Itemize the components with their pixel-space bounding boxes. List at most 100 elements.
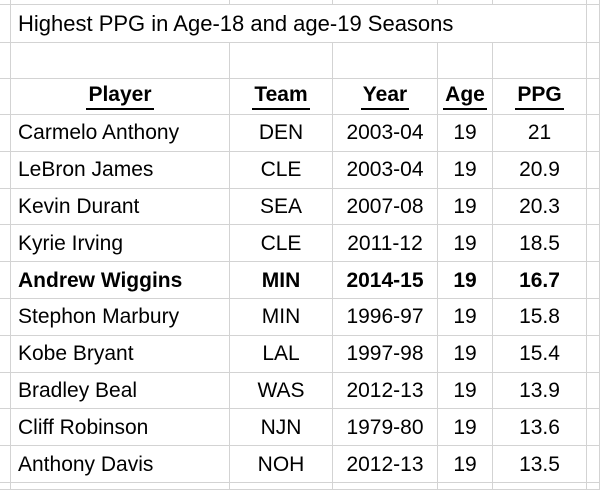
player-cell[interactable]: Stephon Marbury (11, 298, 230, 336)
ppg-cell[interactable]: 15.8 (493, 298, 587, 336)
player-cell[interactable]: Anthony Davis (11, 446, 230, 483)
grid-cell (0, 372, 11, 410)
team-cell[interactable]: LAL (230, 335, 333, 373)
team-abbreviation: SEA (259, 194, 303, 218)
ppg-cell[interactable]: 18.5 (493, 225, 587, 263)
season-year: 2014-15 (346, 268, 424, 292)
team-abbreviation: CLE (260, 231, 302, 255)
grid-cell (230, 43, 333, 79)
age-cell[interactable]: 19 (438, 188, 493, 226)
ppg-cell[interactable]: 20.3 (493, 188, 587, 226)
page-title: Highest PPG in Age-18 and age-19 Seasons (18, 10, 454, 36)
grid-cell (587, 79, 600, 115)
team-cell[interactable]: SEA (230, 188, 333, 226)
grid-cell (587, 409, 600, 447)
grid-cell (0, 298, 11, 336)
grid-cell (587, 188, 600, 226)
grid-cell (438, 43, 493, 79)
player-cell[interactable]: Kyrie Irving (11, 225, 230, 263)
age-cell[interactable]: 19 (438, 225, 493, 263)
ppg-value: 18.5 (519, 231, 560, 255)
player-cell[interactable]: Cliff Robinson (11, 409, 230, 447)
year-cell[interactable]: 2012-13 (333, 446, 438, 483)
grid-cell (587, 115, 600, 152)
year-cell[interactable]: 2003-04 (333, 115, 438, 152)
player-name: Kyrie Irving (18, 231, 124, 255)
age-cell[interactable]: 19 (438, 115, 493, 152)
year-cell[interactable]: 1979-80 (333, 409, 438, 447)
team-abbreviation: WAS (257, 378, 305, 402)
header-cell-age[interactable]: Age (438, 79, 493, 115)
year-cell[interactable]: 2003-04 (333, 151, 438, 189)
player-cell[interactable]: Kobe Bryant (11, 335, 230, 373)
grid-cell (0, 409, 11, 447)
grid-cell (0, 225, 11, 263)
header-cell-team[interactable]: Team (230, 79, 333, 115)
ppg-value: 21 (527, 121, 552, 145)
age-value: 19 (453, 305, 477, 329)
ppg-cell[interactable]: 13.6 (493, 409, 587, 447)
age-cell[interactable]: 19 (438, 151, 493, 189)
ppg-value: 15.8 (519, 305, 560, 329)
ppg-value: 13.5 (519, 452, 560, 476)
grid-cell (493, 482, 587, 490)
player-name: Kevin Durant (18, 194, 140, 218)
team-cell[interactable]: WAS (230, 372, 333, 410)
header-cell-player[interactable]: Player (11, 79, 230, 115)
team-cell[interactable]: CLE (230, 151, 333, 189)
grid-cell (587, 225, 600, 263)
ppg-cell[interactable]: 13.5 (493, 446, 587, 483)
age-cell[interactable]: 19 (438, 446, 493, 483)
grid-cell (0, 262, 11, 299)
grid-cell (230, 0, 333, 5)
age-cell[interactable]: 19 (438, 298, 493, 336)
grid-cell (587, 335, 600, 373)
ppg-value: 15.4 (519, 342, 560, 366)
player-cell[interactable]: Andrew Wiggins (11, 262, 230, 299)
age-cell[interactable]: 19 (438, 372, 493, 410)
player-name: Carmelo Anthony (18, 121, 180, 145)
age-value: 19 (453, 121, 477, 145)
season-year: 1979-80 (346, 415, 424, 439)
player-cell[interactable]: Kevin Durant (11, 188, 230, 226)
column-header-ppg: PPG (515, 84, 564, 110)
ppg-cell[interactable]: 15.4 (493, 335, 587, 373)
team-cell[interactable]: MIN (230, 262, 333, 299)
ppg-value: 20.3 (519, 194, 560, 218)
team-abbreviation: DEN (258, 121, 304, 145)
ppg-cell[interactable]: 20.9 (493, 151, 587, 189)
age-value: 19 (453, 268, 477, 292)
year-cell[interactable]: 2007-08 (333, 188, 438, 226)
grid-cell (587, 43, 600, 79)
ppg-cell[interactable]: 13.9 (493, 372, 587, 410)
year-cell[interactable]: 1997-98 (333, 335, 438, 373)
age-value: 19 (453, 342, 477, 366)
column-header-team: Team (252, 84, 310, 110)
grid-cell (438, 482, 493, 490)
age-cell[interactable]: 19 (438, 262, 493, 299)
player-cell[interactable]: LeBron James (11, 151, 230, 189)
season-year: 2003-04 (346, 121, 424, 145)
age-value: 19 (453, 415, 477, 439)
player-cell[interactable]: Bradley Beal (11, 372, 230, 410)
year-cell[interactable]: 1996-97 (333, 298, 438, 336)
team-cell[interactable]: NJN (230, 409, 333, 447)
ppg-cell[interactable]: 21 (493, 115, 587, 152)
team-cell[interactable]: DEN (230, 115, 333, 152)
age-value: 19 (453, 452, 477, 476)
year-cell[interactable]: 2012-13 (333, 372, 438, 410)
grid-cell (493, 0, 587, 5)
team-cell[interactable]: NOH (230, 446, 333, 483)
age-cell[interactable]: 19 (438, 409, 493, 447)
age-cell[interactable]: 19 (438, 335, 493, 373)
team-cell[interactable]: MIN (230, 298, 333, 336)
year-cell[interactable]: 2014-15 (333, 262, 438, 299)
team-abbreviation: CLE (260, 158, 302, 182)
title-cell[interactable]: Highest PPG in Age-18 and age-19 Seasons (11, 5, 587, 43)
year-cell[interactable]: 2011-12 (333, 225, 438, 263)
team-cell[interactable]: CLE (230, 225, 333, 263)
player-cell[interactable]: Carmelo Anthony (11, 115, 230, 152)
header-cell-ppg[interactable]: PPG (493, 79, 587, 115)
ppg-cell[interactable]: 16.7 (493, 262, 587, 299)
header-cell-year[interactable]: Year (333, 79, 438, 115)
